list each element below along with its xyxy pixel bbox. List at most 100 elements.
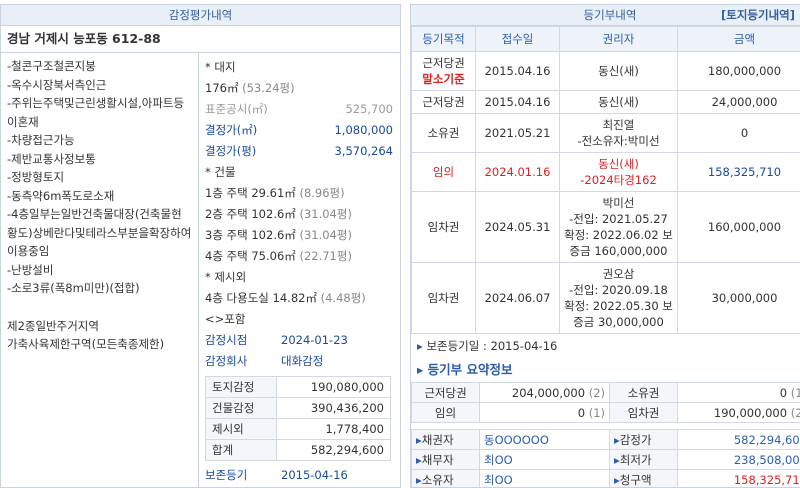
holder: 동신(새) xyxy=(598,95,639,109)
registry-row: 임의 2024.01.16 동신(새) -2024타경162 158,325,710 xyxy=(411,152,800,192)
value: 2015-04-16 xyxy=(281,468,348,482)
label: 근저당권 xyxy=(411,382,480,403)
parties: 채권자동OOOOOO감정가582,294,600채무자최OO최저가238,508… xyxy=(411,429,800,487)
note: -옥수시장북서측인근 xyxy=(7,77,107,92)
label: 토지감정 xyxy=(205,376,277,398)
floor: 2층 주택 102.6㎡ (31.04평) xyxy=(205,204,393,225)
count: (2) xyxy=(588,385,605,400)
holder-cell: 동신(새) xyxy=(559,51,678,91)
summary-title: 등기부 요약정보 xyxy=(411,358,800,382)
purpose-cell: 임차권 xyxy=(411,191,476,263)
value: 190,080,000 xyxy=(276,376,391,398)
date: 2024.01.16 xyxy=(475,152,560,192)
note: -정방형토지 xyxy=(7,170,65,184)
label: 소유권 xyxy=(609,382,678,403)
holder: 동신(새) xyxy=(598,157,639,171)
label: 표준공시(㎡) xyxy=(205,102,268,116)
purpose: 근저당권 xyxy=(422,95,465,109)
land-row: 표준공시(㎡) 525,700 xyxy=(205,99,393,120)
floor: 4층 주택 75.06㎡ (22.71평) xyxy=(205,246,393,267)
party-row: 채무자최OO최저가238,508,000 xyxy=(411,449,800,470)
label: 합계 xyxy=(205,439,277,461)
holder: -2024타경162 xyxy=(580,173,657,187)
value: 525,700 xyxy=(345,102,393,116)
holder: 동신(새) xyxy=(598,64,639,78)
extra-item: 4층 다용도실 14.82㎡ (4.48평) xyxy=(205,288,393,309)
registry-row: 근저당권 말소기준 2015.04.16 동신(새) 180,000,000 xyxy=(411,51,800,91)
holder-cell: 동신(새) xyxy=(559,90,678,114)
holder: -전소유자:박미선 xyxy=(577,134,660,148)
pyeong: (22.71평) xyxy=(299,249,352,263)
purpose-cell: 근저당권 말소기준 xyxy=(411,51,476,91)
date: 2024.06.07 xyxy=(475,262,560,334)
column-header: 등기목적 xyxy=(411,26,476,52)
summary-row: 합계 582,294,600 xyxy=(205,439,391,461)
name: 최OO xyxy=(479,469,610,487)
floor-area: 4층 주택 75.06㎡ xyxy=(205,249,296,263)
value: 1,080,000 xyxy=(334,123,393,137)
appraisal-panel: 감정평가내역 경남 거제시 능포동 612-88 -철콘구조철콘지붕 -옥수시장북서측… xyxy=(0,4,401,488)
label: 소유자 xyxy=(411,469,480,487)
notes: -철콘구조철콘지붕 -옥수시장북서측인근 -주위는주택및근린생활시설,아파트등이혼재… xyxy=(1,53,199,487)
registry-row: 임차권 2024.05.31 박미선 -전입: 2021.05.27 확정: 2022… xyxy=(411,191,800,263)
zoning: 제2종일반주거지역 xyxy=(7,318,99,333)
amount: 24,000,000 xyxy=(677,90,800,114)
value: 3,570,264 xyxy=(334,144,393,158)
holder: -전입: 2020.09.18 확정: 2022.05.30 보증금 30,00… xyxy=(564,283,673,329)
label: 채권자 xyxy=(411,429,480,450)
value: 158,325,710 xyxy=(677,469,800,487)
value-cell: 204,000,000 (2) xyxy=(479,382,610,403)
purpose-cell: 임의 xyxy=(411,152,476,192)
value: 대화감정 xyxy=(281,354,324,368)
address: 경남 거제시 능포동 612-88 xyxy=(1,26,400,53)
registry-row: 소유권 2021.05.21 최진열 -전소유자:박미선 0 xyxy=(411,113,800,153)
count: (2) xyxy=(790,405,800,420)
value: 1,778,400 xyxy=(276,418,391,440)
holder: -전입: 2021.05.27 확정: 2022.06.02 보증금 160,0… xyxy=(564,212,673,258)
info-row: 감정회사 대화감정 xyxy=(205,351,393,372)
registration: 보존등기 2015-04-16 xyxy=(205,465,393,486)
count: (1) xyxy=(790,385,800,400)
floor-area: 3층 주택 102.6㎡ xyxy=(205,228,296,242)
pyeong: (53.24평) xyxy=(242,81,295,95)
purpose: 소유권 xyxy=(427,126,460,140)
value: 190,000,000 xyxy=(713,405,788,420)
appraisal-summary: 토지감정 190,080,000 건물감정 390,436,200 제시외 1,778,4… xyxy=(205,376,391,461)
zoning: 가축사육제한구역(모든축종제한) xyxy=(7,337,165,351)
summary-row: 제시외 1,778,400 xyxy=(205,418,391,440)
label: 결정가(평) xyxy=(205,144,257,158)
amount: 0 xyxy=(677,113,800,153)
floor-area: 1층 주택 29.61㎡ xyxy=(205,186,296,200)
amount: 30,000,000 xyxy=(677,262,800,334)
note: -난방설비 xyxy=(7,262,54,277)
value: 238,508,000 xyxy=(677,449,800,470)
value-cell: 0 (1) xyxy=(677,382,800,403)
area: 176㎡ xyxy=(205,81,239,95)
section-heading: * 제시외 xyxy=(205,270,247,284)
info-row: 감정시점 2024-01-23 xyxy=(205,330,393,351)
count: (1) xyxy=(588,405,605,420)
name: 최OO xyxy=(479,449,610,470)
land-registry-link[interactable]: [토지등기내역] xyxy=(721,8,795,22)
note: -차량접근가능 xyxy=(7,133,75,147)
value: 582,294,600 xyxy=(276,439,391,461)
note: -4층일부는일반건축물대장(건축물현황도)상베란다및테라스부분을확장하여이용중임 xyxy=(7,207,192,258)
label: 임의 xyxy=(411,402,480,423)
purpose-cell: 임차권 xyxy=(411,262,476,334)
pyeong: (31.04평) xyxy=(299,207,352,221)
header: 감정평가내역 xyxy=(1,5,400,26)
floor-area: 2층 주택 102.6㎡ xyxy=(205,207,296,221)
floor-area: 4층 다용도실 14.82㎡ xyxy=(205,291,317,305)
label: 청구액 xyxy=(609,469,678,487)
holder-cell: 권오삼 -전입: 2020.09.18 확정: 2022.05.30 보증금 30… xyxy=(559,262,678,334)
land-row: 결정가(㎡) 1,080,000 xyxy=(205,120,393,141)
registry-panel: 등기부내역 [토지등기내역] 등기목적 접수일 권리자 금액 근저당권 말소기준 2015.04… xyxy=(410,4,800,488)
label: 채무자 xyxy=(411,449,480,470)
tag: 말소기준 xyxy=(422,72,465,86)
spacer xyxy=(7,298,192,317)
pyeong: (8.96평) xyxy=(299,186,345,200)
date: 2015.04.16 xyxy=(475,51,560,91)
label: 감정가 xyxy=(609,429,678,450)
land-area: 176㎡ (53.24평) xyxy=(205,78,393,99)
